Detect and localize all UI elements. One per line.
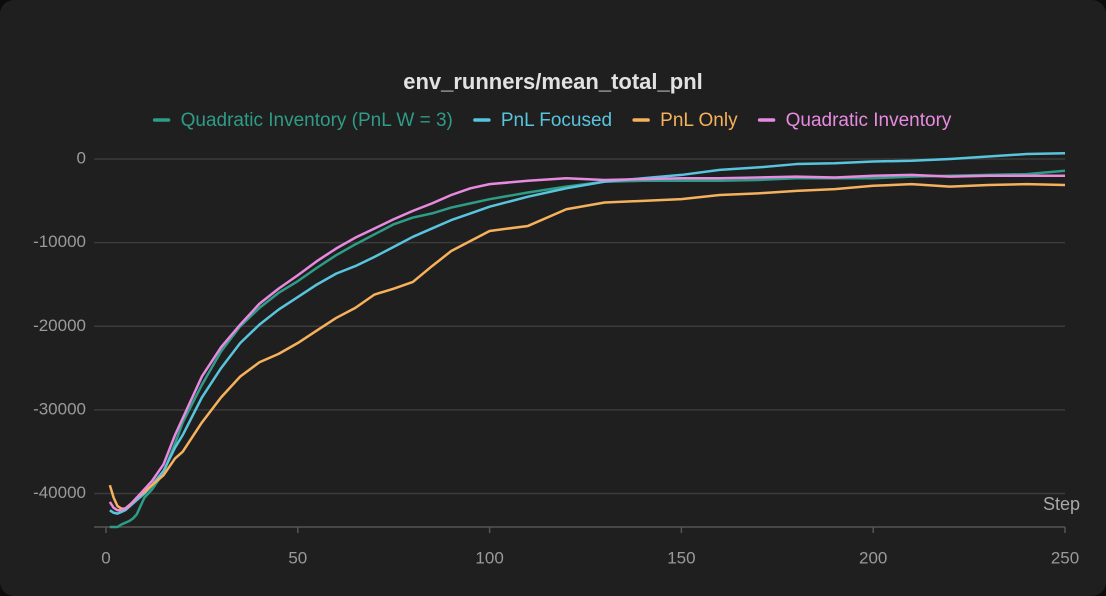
y-tick-label: -30000 <box>33 399 86 418</box>
legend-label: PnL Only <box>660 110 738 131</box>
x-tick-label: 250 <box>1051 548 1079 567</box>
y-tick-label: -20000 <box>33 316 86 335</box>
y-tick-label: -10000 <box>33 232 86 251</box>
y-tick-label: 0 <box>77 149 86 168</box>
x-tick-label: 50 <box>288 548 307 567</box>
legend-label: Quadratic Inventory (PnL W = 3) <box>181 110 453 131</box>
x-tick-label: 100 <box>475 548 503 567</box>
series-line <box>109 151 1066 515</box>
legend-label: PnL Focused <box>501 110 612 131</box>
x-tick-label: 150 <box>667 548 695 567</box>
series-line <box>109 169 1066 529</box>
y-tick-label: -40000 <box>33 483 86 502</box>
x-tick-label: 0 <box>101 548 110 567</box>
chart-title: env_runners/mean_total_pnl <box>403 69 703 94</box>
x-tick-label: 200 <box>859 548 887 567</box>
x-axis-label: Step <box>1043 494 1080 514</box>
series-line <box>108 173 1065 512</box>
legend-label: Quadratic Inventory <box>786 110 952 131</box>
